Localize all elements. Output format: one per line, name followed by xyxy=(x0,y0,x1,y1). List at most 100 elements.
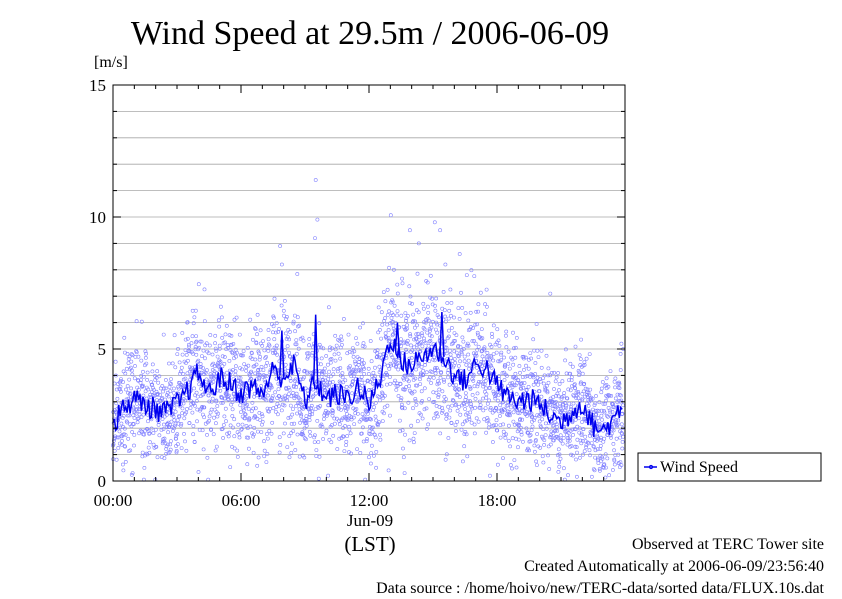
scatter-point xyxy=(493,405,498,410)
scatter-point xyxy=(222,361,227,366)
scatter-point xyxy=(431,375,436,380)
scatter-point xyxy=(338,366,343,370)
scatter-point xyxy=(313,178,318,182)
scatter-point xyxy=(448,313,453,318)
scatter-point xyxy=(402,471,407,476)
scatter-point xyxy=(532,443,537,448)
scatter-point xyxy=(395,384,400,388)
scatter-point xyxy=(512,458,517,463)
scatter-point xyxy=(354,407,359,411)
scatter-point xyxy=(184,410,189,415)
scatter-point xyxy=(484,392,489,397)
scatter-point xyxy=(427,333,432,338)
scatter-point xyxy=(256,349,261,354)
scatter-point xyxy=(146,387,151,392)
scatter-point xyxy=(173,365,178,370)
scatter-point xyxy=(118,378,123,383)
scatter-point xyxy=(540,454,545,459)
scatter-point xyxy=(406,379,411,384)
scatter-point xyxy=(536,355,541,360)
scatter-point xyxy=(332,352,337,357)
scatter-point xyxy=(419,364,424,369)
scatter-point xyxy=(564,396,569,401)
scatter-point xyxy=(615,400,620,404)
scatter-point xyxy=(543,421,548,426)
scatter-point xyxy=(137,412,142,417)
scatter-point xyxy=(141,412,146,417)
scatter-point xyxy=(194,339,199,344)
scatter-point xyxy=(184,448,189,453)
scatter-point xyxy=(531,337,536,342)
scatter-point xyxy=(226,393,231,398)
scatter-point xyxy=(347,349,352,354)
scatter-point xyxy=(353,411,358,416)
scatter-point xyxy=(305,351,309,356)
scatter-point xyxy=(364,439,369,444)
scatter-point xyxy=(416,310,421,315)
scatter-point xyxy=(158,399,163,403)
scatter-point xyxy=(604,398,609,403)
scatter-point xyxy=(212,407,217,412)
scatter-point xyxy=(335,383,340,388)
scatter-point xyxy=(164,412,169,417)
scatter-point xyxy=(135,420,140,425)
scatter-point xyxy=(320,424,325,429)
scatter-point xyxy=(257,372,262,377)
scatter-point xyxy=(202,319,207,324)
scatter-point xyxy=(250,337,255,342)
scatter-point xyxy=(278,244,283,248)
scatter-point xyxy=(534,404,539,409)
scatter-point xyxy=(190,334,195,339)
scatter-point xyxy=(339,407,343,412)
scatter-point xyxy=(172,406,177,411)
scatter-point xyxy=(598,443,603,448)
scatter-point xyxy=(323,390,328,395)
scatter-point xyxy=(380,391,385,396)
scatter-point xyxy=(284,317,289,321)
scatter-point xyxy=(493,396,498,401)
scatter-point xyxy=(275,412,280,417)
scatter-point xyxy=(317,454,322,459)
scatter-point xyxy=(620,439,625,444)
scatter-point xyxy=(201,348,206,353)
scatter-point xyxy=(246,363,251,368)
scatter-point xyxy=(524,387,529,392)
scatter-point xyxy=(122,444,127,448)
scatter-point xyxy=(491,423,496,428)
scatter-point xyxy=(293,448,298,452)
scatter-point xyxy=(264,373,269,378)
scatter-point xyxy=(135,407,140,412)
scatter-point xyxy=(271,315,276,320)
scatter-point xyxy=(391,313,396,317)
scatter-point xyxy=(255,372,260,377)
scatter-point xyxy=(440,389,445,394)
scatter-point xyxy=(577,353,582,358)
scatter-point xyxy=(498,423,503,428)
scatter-point xyxy=(502,378,507,382)
scatter-point xyxy=(460,422,465,427)
scatter-point xyxy=(407,384,412,389)
scatter-point xyxy=(618,351,623,356)
scatter-point xyxy=(523,374,528,379)
scatter-point xyxy=(128,391,133,396)
scatter-point xyxy=(418,341,422,346)
scatter-point xyxy=(298,397,303,402)
scatter-point xyxy=(592,444,596,449)
scatter-point xyxy=(188,369,192,374)
scatter-point xyxy=(255,312,260,317)
scatter-point xyxy=(433,366,438,370)
scatter-point xyxy=(329,356,334,361)
scatter-point xyxy=(273,350,277,355)
scatter-point xyxy=(423,362,428,367)
scatter-point xyxy=(224,419,228,424)
scatter-point xyxy=(396,361,401,365)
scatter-point xyxy=(387,366,392,371)
scatter-point xyxy=(529,428,534,433)
wind-speed-peak xyxy=(439,312,445,357)
scatter-point xyxy=(535,348,540,353)
scatter-point xyxy=(549,370,554,375)
scatter-point xyxy=(481,408,486,413)
scatter-point xyxy=(482,382,487,387)
scatter-point xyxy=(538,445,543,450)
scatter-point xyxy=(278,442,283,447)
